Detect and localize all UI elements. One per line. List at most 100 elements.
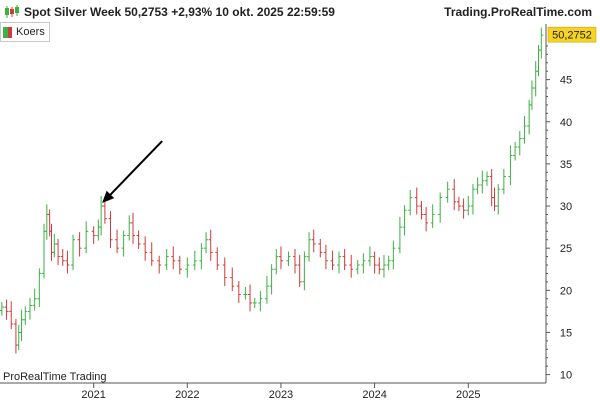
price-bar bbox=[445, 181, 450, 203]
x-tick-label: 2021 bbox=[81, 389, 105, 400]
price-bar bbox=[60, 249, 65, 266]
price-bar bbox=[13, 318, 18, 354]
price-bar bbox=[269, 264, 274, 295]
price-bar bbox=[274, 249, 279, 275]
y-tick-label: 10 bbox=[560, 370, 572, 382]
price-bar bbox=[461, 198, 466, 219]
annotation-arrow-shaft bbox=[106, 140, 163, 199]
price-bar bbox=[77, 232, 82, 257]
price-bar bbox=[355, 259, 360, 275]
price-bar bbox=[513, 141, 518, 161]
x-tick-label: 2024 bbox=[362, 389, 386, 400]
price-bar bbox=[508, 145, 513, 185]
price-bar bbox=[293, 249, 298, 274]
y-tick-label: 45 bbox=[560, 75, 572, 87]
price-bar bbox=[236, 281, 241, 303]
price-bar bbox=[102, 200, 107, 224]
price-bar bbox=[121, 230, 126, 257]
price-bar bbox=[252, 297, 257, 308]
price-bar bbox=[56, 238, 61, 266]
price-bar bbox=[342, 249, 347, 271]
price-bar bbox=[37, 268, 42, 308]
price-bar bbox=[9, 301, 14, 330]
y-tick-label: 40 bbox=[560, 117, 572, 129]
price-bar bbox=[323, 244, 328, 270]
price-bar bbox=[32, 288, 37, 311]
annotation-arrow bbox=[102, 140, 163, 204]
price-bar bbox=[278, 246, 283, 270]
price-bar bbox=[492, 187, 497, 212]
price-bar bbox=[91, 226, 96, 244]
legend-label: Koers bbox=[16, 26, 45, 38]
price-bar bbox=[171, 246, 176, 270]
price-bars bbox=[0, 27, 544, 354]
price-bar bbox=[136, 230, 141, 250]
price-bar bbox=[470, 184, 475, 215]
price-bar bbox=[297, 254, 302, 287]
price-bar bbox=[248, 284, 253, 312]
price-bar bbox=[386, 255, 391, 271]
price-bar bbox=[177, 255, 182, 275]
last-price-tag-box bbox=[547, 26, 597, 43]
y-tick-label: 25 bbox=[560, 243, 572, 255]
annotation-arrow-head bbox=[102, 190, 115, 204]
price-bar bbox=[361, 253, 366, 274]
brand-link[interactable]: Trading.ProRealTime.com bbox=[444, 5, 592, 19]
price-bar bbox=[149, 242, 154, 266]
price-bar bbox=[466, 195, 471, 216]
price-bar bbox=[372, 251, 377, 274]
price-bar bbox=[99, 195, 104, 236]
y-tick-label: 35 bbox=[560, 159, 572, 171]
price-bar bbox=[489, 168, 494, 207]
price-bar bbox=[199, 243, 204, 270]
x-tick-label: 2022 bbox=[175, 389, 199, 400]
price-bar bbox=[397, 216, 402, 254]
price-bar bbox=[402, 205, 407, 236]
last-price-tag-label: 50,2752 bbox=[552, 30, 592, 42]
price-bar bbox=[157, 255, 162, 274]
watermark-label: ProRealTime Trading bbox=[3, 371, 107, 383]
y-tick-label: 15 bbox=[560, 327, 572, 339]
price-bar bbox=[414, 187, 419, 215]
price-bar bbox=[480, 170, 485, 194]
price-bar bbox=[52, 233, 57, 258]
legend-swatch-icon bbox=[3, 26, 12, 38]
price-bar bbox=[222, 257, 227, 287]
price-bar bbox=[381, 254, 386, 278]
x-axis: 2021 2022 2023 2024 2025 bbox=[0, 382, 546, 400]
price-bar bbox=[496, 184, 501, 215]
price-bar bbox=[44, 204, 49, 240]
price-bar bbox=[0, 302, 4, 316]
price-bar bbox=[533, 61, 538, 97]
price-bar bbox=[264, 275, 269, 304]
price-bar bbox=[419, 200, 424, 220]
price-bar bbox=[424, 206, 429, 232]
price-bar bbox=[367, 246, 372, 266]
price-bar bbox=[208, 229, 213, 261]
price-bar bbox=[258, 291, 263, 312]
price-bar bbox=[408, 190, 413, 216]
price-bar bbox=[438, 192, 443, 223]
price-bar bbox=[27, 297, 32, 320]
price-bar bbox=[522, 115, 527, 144]
x-tick-label: 2025 bbox=[456, 389, 480, 400]
price-bar bbox=[65, 250, 70, 274]
price-bar bbox=[391, 240, 396, 270]
price-bar bbox=[164, 249, 169, 271]
price-bar bbox=[19, 309, 24, 341]
price-bar bbox=[16, 324, 21, 351]
price-bar bbox=[243, 286, 248, 300]
price-bar bbox=[484, 171, 489, 186]
price-bar bbox=[96, 219, 101, 241]
price-bar bbox=[4, 299, 9, 320]
x-tick-label: 2023 bbox=[269, 389, 293, 400]
chart-header: Spot Silver Week 50,2753 +2,93% 10 okt. … bbox=[0, 0, 600, 24]
legend[interactable]: Koers bbox=[0, 22, 50, 42]
price-bar bbox=[539, 27, 544, 59]
price-bar bbox=[23, 306, 28, 325]
y-tick-label: 30 bbox=[560, 201, 572, 213]
price-bar bbox=[501, 168, 506, 195]
price-bar bbox=[330, 250, 335, 271]
chart-title: Spot Silver Week 50,2753 +2,93% 10 okt. … bbox=[24, 5, 335, 19]
